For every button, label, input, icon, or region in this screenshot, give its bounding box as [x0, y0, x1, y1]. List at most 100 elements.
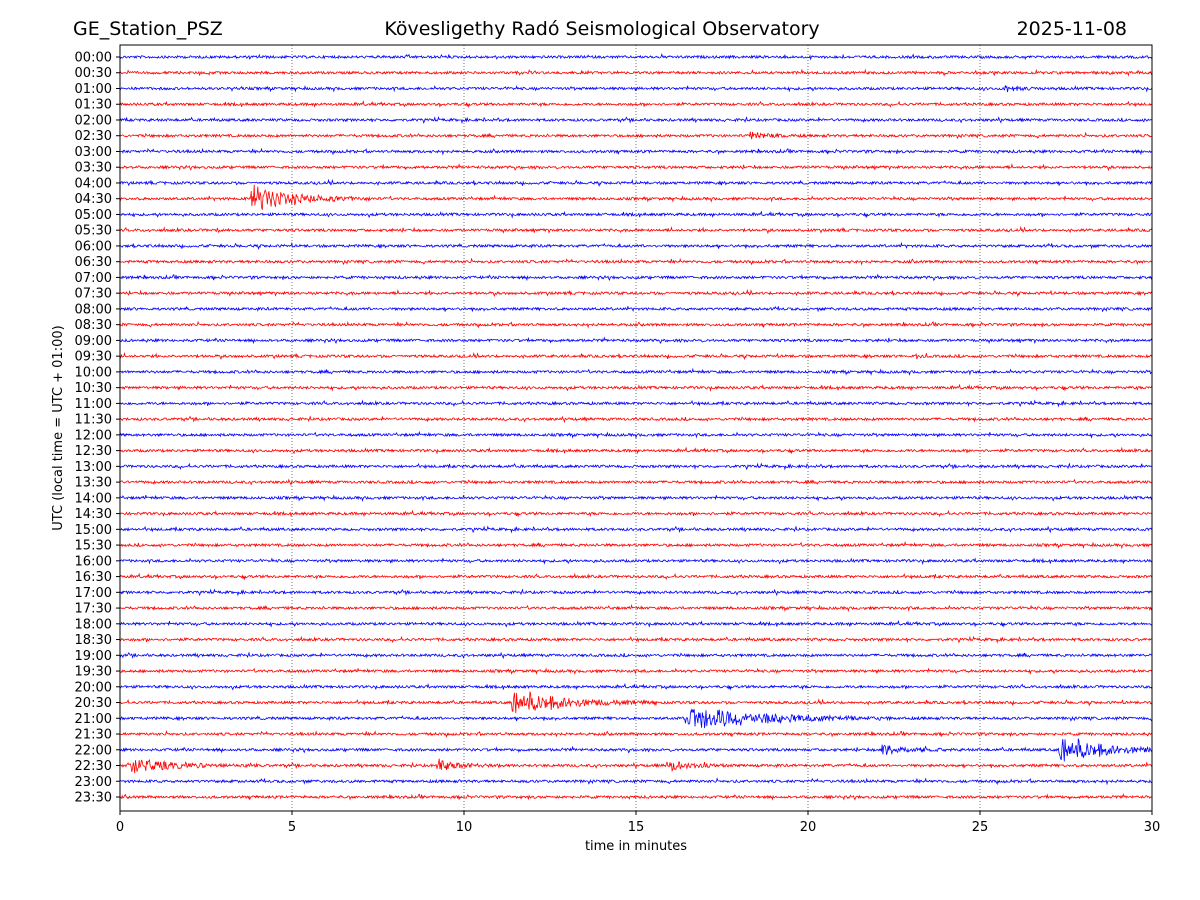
y-tick-label: 08:00 [75, 302, 112, 317]
trace-1030 [119, 383, 1153, 392]
y-tick-label: 19:30 [75, 665, 112, 680]
y-tick-label: 20:00 [75, 680, 112, 695]
y-tick-label: 18:00 [75, 617, 112, 632]
trace-0930 [119, 351, 1153, 361]
trace-1900 [119, 651, 1153, 660]
x-axis-label: time in minutes [585, 839, 687, 854]
trace-1200 [119, 430, 1152, 439]
x-axis: 0 5 10 15 20 25 30 [116, 811, 1160, 835]
trace-1700 [119, 588, 1153, 597]
x-tick-label: 20 [800, 820, 817, 835]
trace-0800 [119, 305, 1153, 313]
y-tick-label: 00:30 [75, 66, 112, 81]
trace-1530 [119, 540, 1153, 550]
trace-0400 [119, 178, 1153, 187]
x-tick-label: 0 [116, 820, 124, 835]
trace-2330 [119, 793, 1153, 801]
y-tick-label: 02:30 [75, 129, 112, 144]
y-tick-label: 05:00 [75, 208, 112, 223]
trace-1800 [119, 619, 1153, 628]
y-tick-label: 08:30 [75, 318, 112, 333]
trace-1300 [119, 462, 1153, 471]
trace-2000 [119, 682, 1153, 691]
trace-0200 [119, 116, 1153, 125]
y-tick-label: 13:30 [75, 476, 112, 491]
y-tick-label: 03:30 [75, 161, 112, 176]
trace-0830 [119, 320, 1153, 329]
trace-1400 [119, 494, 1153, 502]
station-label: GE_Station_PSZ [73, 18, 223, 40]
y-tick-label: 02:00 [75, 113, 112, 128]
y-axis-label: UTC (local time = UTC + 01:00) [51, 325, 66, 530]
x-tick-label: 10 [456, 820, 473, 835]
trace-2100 [119, 708, 1153, 729]
y-tick-label: 05:30 [75, 224, 112, 239]
y-tick-label: 03:00 [75, 145, 112, 160]
trace-0300 [119, 147, 1153, 156]
y-tick-label: 12:30 [75, 444, 112, 459]
trace-1730 [120, 603, 1153, 613]
trace-0700 [119, 273, 1153, 282]
trace-2030 [119, 691, 1153, 714]
grid [291, 45, 981, 811]
y-tick-label: 21:30 [75, 728, 112, 743]
trace-1100 [119, 399, 1153, 408]
x-tick-label: 25 [972, 820, 989, 835]
y-tick-label: 16:00 [75, 554, 112, 569]
trace-0600 [119, 241, 1153, 250]
x-tick-label: 5 [288, 820, 296, 835]
trace-1630 [119, 572, 1153, 581]
trace-0000 [119, 52, 1153, 61]
y-tick-label: 10:30 [75, 381, 112, 396]
trace-0730 [119, 288, 1153, 298]
chart-title: Kövesligethy Radó Seismological Observat… [384, 18, 819, 40]
y-axis: 00:0000:3001:0001:3002:0002:3003:0003:30… [75, 51, 120, 806]
trace-1130 [119, 415, 1153, 424]
trace-1230 [119, 446, 1153, 455]
y-tick-label: 01:30 [75, 98, 112, 113]
y-tick-label: 21:00 [75, 712, 112, 727]
y-tick-label: 04:30 [75, 192, 112, 207]
trace-2130 [119, 729, 1153, 738]
y-tick-label: 17:00 [75, 586, 112, 601]
y-tick-label: 20:30 [75, 696, 112, 711]
y-tick-label: 14:30 [75, 507, 112, 522]
y-tick-label: 09:00 [75, 334, 112, 349]
trace-0430 [119, 184, 1152, 211]
x-tick-label: 30 [1144, 820, 1161, 835]
y-tick-label: 11:00 [75, 397, 112, 412]
trace-2230 [119, 758, 1153, 774]
y-tick-label: 15:30 [75, 539, 112, 554]
y-tick-label: 04:00 [75, 176, 112, 191]
y-tick-label: 22:30 [75, 759, 112, 774]
y-tick-label: 11:30 [75, 413, 112, 428]
y-tick-label: 18:30 [75, 633, 112, 648]
y-tick-label: 07:00 [75, 271, 112, 286]
y-tick-label: 14:00 [75, 491, 112, 506]
trace-0330 [119, 163, 1153, 172]
trace-0030 [119, 68, 1153, 77]
trace-0130 [119, 100, 1153, 109]
y-tick-label: 06:00 [75, 239, 112, 254]
trace-2200 [119, 738, 1153, 762]
y-tick-label: 19:00 [75, 649, 112, 664]
traces [119, 52, 1153, 801]
y-tick-label: 17:30 [75, 602, 112, 617]
y-tick-label: 15:00 [75, 523, 112, 538]
trace-0100 [119, 84, 1153, 93]
trace-0500 [119, 210, 1152, 219]
trace-0630 [119, 257, 1153, 266]
trace-1000 [119, 367, 1153, 376]
y-tick-label: 00:00 [75, 51, 112, 66]
trace-1500 [119, 525, 1153, 534]
y-tick-label: 12:00 [75, 428, 112, 443]
trace-1600 [119, 557, 1153, 566]
y-tick-label: 07:30 [75, 287, 112, 302]
y-tick-label: 22:00 [75, 743, 112, 758]
trace-0230 [119, 131, 1153, 140]
y-tick-label: 23:30 [75, 791, 112, 806]
y-tick-label: 10:00 [75, 365, 112, 380]
x-tick-label: 15 [628, 820, 645, 835]
y-tick-label: 23:00 [75, 775, 112, 790]
